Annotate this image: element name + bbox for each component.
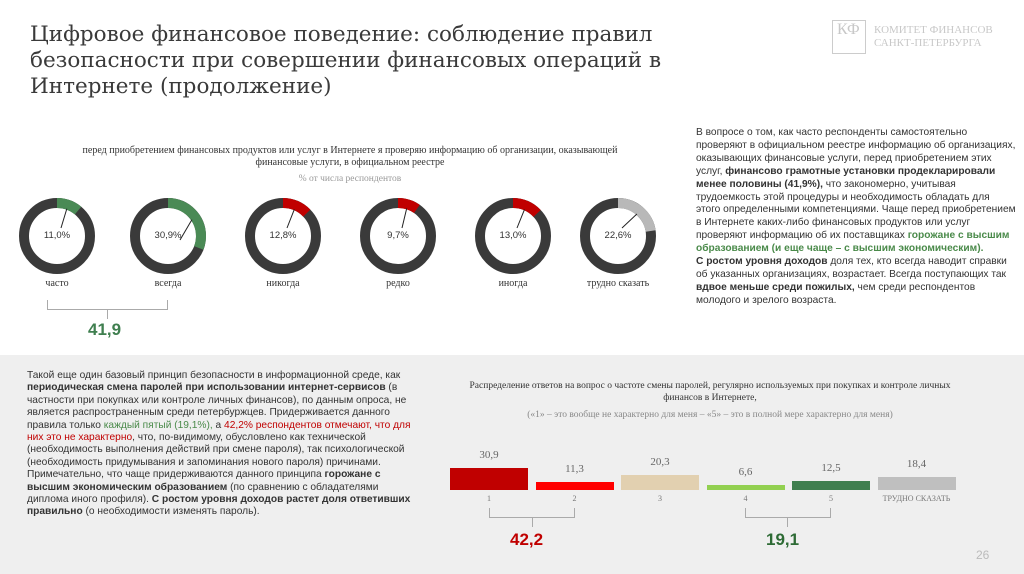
donut-category: иногда bbox=[498, 278, 528, 289]
group-1-2-total: 42,2 bbox=[510, 530, 544, 549]
leader-line bbox=[516, 209, 525, 229]
bar-value: 11,3 bbox=[565, 462, 584, 475]
right-commentary: В вопросе о том, как часто респонденты с… bbox=[696, 127, 1016, 306]
bar-5 bbox=[792, 481, 870, 490]
leader-line bbox=[401, 208, 408, 229]
bar-category: 3 bbox=[658, 494, 662, 503]
bar-1 bbox=[450, 467, 528, 490]
donut-category: редко bbox=[386, 278, 410, 289]
bottom-panel bbox=[0, 355, 1024, 574]
left-commentary: Такой еще один базовый принцип безопасно… bbox=[27, 370, 411, 518]
logo-line-2: САНКТ-ПЕТЕРБУРГА bbox=[874, 37, 982, 49]
bar-category: ТРУДНО СКАЗАТЬ bbox=[882, 494, 951, 503]
leader-line bbox=[60, 208, 68, 229]
donut-4 bbox=[475, 198, 551, 274]
bar-value: 6,6 bbox=[738, 466, 753, 479]
logo-line-1: КОМИТЕТ ФИНАНСОВ bbox=[874, 24, 993, 36]
bracket-stem bbox=[787, 518, 788, 527]
donut-2 bbox=[245, 198, 321, 274]
donut-value: 12,8% bbox=[269, 230, 297, 241]
bar-value: 30,9 bbox=[479, 448, 499, 461]
bar-3 bbox=[621, 475, 699, 490]
bar-category: 4 bbox=[743, 494, 748, 503]
leader-line bbox=[286, 209, 295, 229]
bracket-stem bbox=[532, 518, 533, 527]
bracket-donut bbox=[47, 300, 168, 310]
donut-category: всегда bbox=[154, 278, 182, 289]
donut-5 bbox=[580, 198, 656, 274]
bar-2 bbox=[535, 481, 614, 490]
donut-slice bbox=[397, 198, 420, 214]
bar-chart-subtitle: («1» – это вообще не характерно для меня… bbox=[527, 410, 893, 420]
donut-category: трудно сказать bbox=[586, 278, 650, 289]
donut-charts bbox=[19, 198, 656, 274]
bracket-4-5 bbox=[745, 508, 831, 518]
donut-value: 11,0% bbox=[43, 230, 71, 241]
bar-4 bbox=[706, 485, 785, 490]
leader-line bbox=[179, 219, 193, 241]
bar-value: 20,3 bbox=[650, 456, 670, 469]
donut-3 bbox=[360, 198, 436, 274]
page-number: 26 bbox=[976, 548, 990, 562]
donut-value: 30,9% bbox=[154, 230, 182, 241]
donut-slice bbox=[512, 198, 541, 218]
bar-category: 2 bbox=[572, 494, 577, 503]
donut-category: никогда bbox=[266, 278, 300, 289]
donut-question: перед приобретением финансовых продуктов… bbox=[82, 145, 618, 168]
donut-slice bbox=[167, 198, 206, 250]
bracket-1-2 bbox=[489, 508, 575, 518]
donut-value: 9,7% bbox=[387, 230, 409, 241]
donut-value: 13,0% bbox=[499, 230, 527, 241]
bar-value: 12,5 bbox=[821, 462, 841, 474]
leader-line bbox=[621, 213, 638, 229]
bracket-stem bbox=[107, 310, 108, 319]
donut-slice bbox=[282, 198, 311, 217]
donut-subtitle: % от числа респондентов bbox=[298, 174, 402, 184]
donut-slice bbox=[617, 198, 656, 233]
group-4-5-total: 19,1 bbox=[766, 530, 800, 549]
logo-mark-icon: КФ bbox=[832, 20, 866, 54]
bar-category: 1 bbox=[487, 494, 491, 503]
donut-1 bbox=[130, 198, 206, 274]
page-title: Цифровое финансовое поведение: соблюдени… bbox=[30, 22, 662, 99]
bar-category: 5 bbox=[829, 494, 833, 503]
bar-value: 18,4 bbox=[906, 457, 927, 470]
donut-category: часто bbox=[45, 278, 69, 289]
donut-total: 41,9 bbox=[88, 320, 122, 339]
donut-value: 22,6% bbox=[604, 230, 632, 241]
donut-0 bbox=[19, 198, 95, 274]
logo: КФ КОМИТЕТ ФИНАНСОВ САНКТ-ПЕТЕРБУРГА bbox=[832, 20, 993, 54]
donut-slice bbox=[56, 198, 82, 215]
bar-ТРУДНО СКАЗАТЬ bbox=[877, 476, 956, 490]
bar-chart-title: Распределение ответов на вопрос о частот… bbox=[469, 381, 951, 403]
